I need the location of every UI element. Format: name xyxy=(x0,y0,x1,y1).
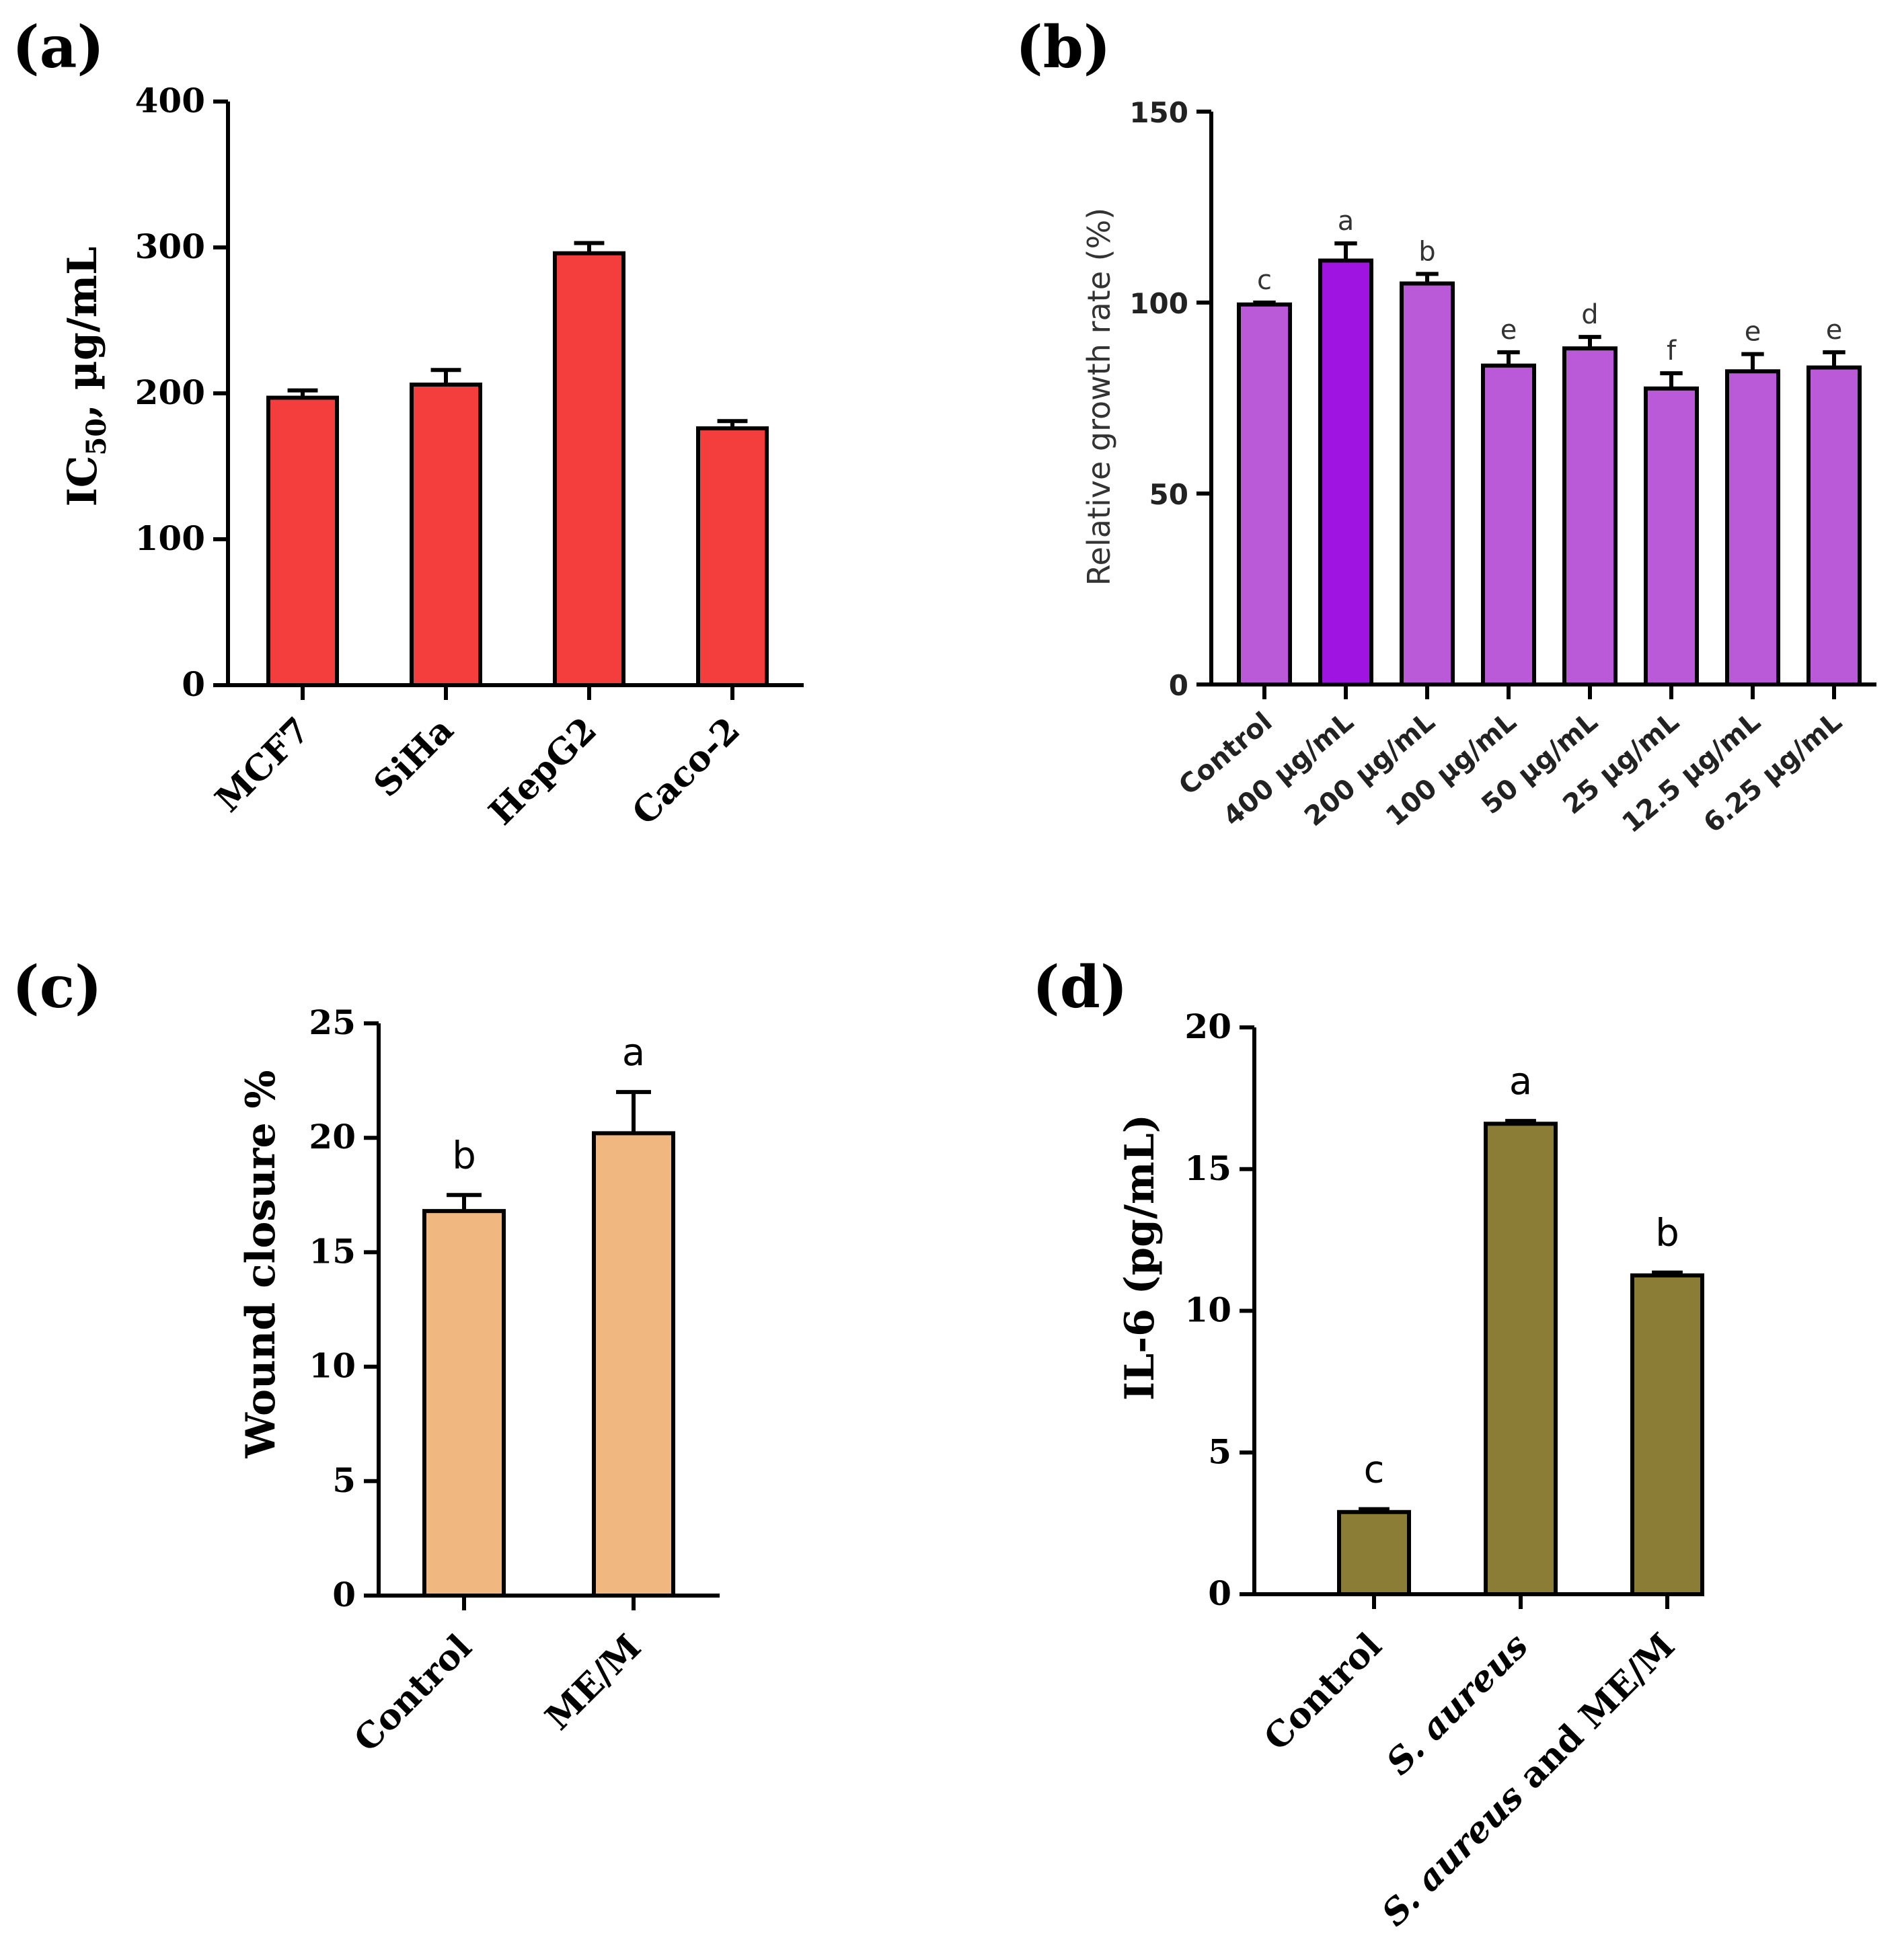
y-ticks-a: 0 100 200 300 400 xyxy=(135,81,228,704)
x-category-label: S. aureus xyxy=(1378,1625,1536,1783)
significance-letter: e xyxy=(1826,315,1843,346)
bar xyxy=(1337,1510,1411,1596)
panel-label-b: (b) xyxy=(1016,13,1111,81)
bar xyxy=(1562,346,1618,687)
bar xyxy=(1725,369,1780,687)
y-axis-label-b: Relative growth rate (%) xyxy=(1081,208,1117,586)
bar xyxy=(1481,363,1536,687)
significance-letter: b xyxy=(1418,236,1435,267)
significance-letter: a xyxy=(1509,1060,1532,1103)
bar xyxy=(1630,1273,1704,1596)
x-category-label: MCF7 xyxy=(207,709,318,820)
x-categories-c: Control ME/M xyxy=(346,1596,649,1760)
bar xyxy=(553,251,625,687)
y-tick-label: 400 xyxy=(135,81,205,120)
bar xyxy=(422,1209,506,1598)
panel-label-a: (a) xyxy=(12,13,104,81)
y-tick-label: 15 xyxy=(309,1231,356,1271)
x-category-label: ME/M xyxy=(537,1626,649,1738)
y-tick-label: 5 xyxy=(332,1460,356,1500)
bar xyxy=(410,382,482,687)
y-tick-label: 100 xyxy=(135,518,205,558)
chart-panel-a: (a) IC50, µg/mL 0 100 200 300 400 MCF7 SiHa He… xyxy=(12,13,804,833)
panel-label-c: (c) xyxy=(12,953,102,1021)
chart-panel-b: (b) Relative growth rate (%) c a b e d f e e 0 5… xyxy=(1016,13,1876,839)
x-category-label: SiHa xyxy=(366,709,461,805)
y-tick-label: 25 xyxy=(309,1003,356,1042)
bar xyxy=(1237,302,1292,687)
bars-a xyxy=(266,241,769,688)
y-axis-label-c: Wound closure % xyxy=(237,1070,284,1458)
bars-c: ba xyxy=(422,1031,675,1598)
y-axis-label-d: IL-6 (pg/mL) xyxy=(1116,1114,1164,1401)
y-tick-label: 150 xyxy=(1129,96,1188,129)
significance-letter: e xyxy=(1745,317,1761,348)
significance-letter: d xyxy=(1581,299,1598,330)
significance-letter: a xyxy=(1338,206,1355,237)
y-tick-label: 10 xyxy=(309,1346,356,1386)
y-ticks-b: 0 50 100 150 xyxy=(1129,96,1211,702)
bar xyxy=(1484,1122,1558,1597)
y-tick-label: 0 xyxy=(1208,1573,1231,1613)
y-axis-label-a: IC50, µg/mL xyxy=(59,247,112,507)
y-tick-label: 50 xyxy=(1149,478,1188,511)
y-tick-label: 20 xyxy=(1184,1007,1231,1046)
significance-letter: b xyxy=(1655,1212,1679,1255)
x-category-label: HepG2 xyxy=(481,709,605,833)
y-tick-label: 100 xyxy=(1129,287,1188,320)
y-ticks-d: 0 5 10 15 20 xyxy=(1184,1007,1254,1613)
y-tick-label: 200 xyxy=(135,373,205,412)
y-tick-label: 5 xyxy=(1208,1432,1231,1471)
y-tick-label: 0 xyxy=(182,664,205,704)
significance-letter: c xyxy=(1257,265,1272,296)
y-tick-label: 10 xyxy=(1184,1290,1231,1330)
bar xyxy=(1806,365,1862,687)
significance-letter: b xyxy=(452,1134,476,1177)
bar xyxy=(1400,281,1455,687)
significance-letter: e xyxy=(1500,315,1517,346)
y-tick-label: 15 xyxy=(1184,1148,1231,1188)
significance-letter: c xyxy=(1364,1448,1385,1492)
bar xyxy=(592,1131,675,1598)
bar xyxy=(1644,386,1699,687)
x-category-label: Caco-2 xyxy=(624,709,748,833)
y-tick-label: 20 xyxy=(309,1117,356,1157)
bars-b: c a b e d f e e xyxy=(1237,206,1862,687)
chart-panel-d: (d) IL-6 (pg/mL) c a b 0 5 10 15 20 ControlS. … xyxy=(1032,953,1704,1934)
y-tick-label: 0 xyxy=(332,1575,356,1614)
x-category-label: 12.5 µg/mL xyxy=(1616,706,1766,839)
bars-d: c a b xyxy=(1337,1060,1704,1597)
x-category-label: Control xyxy=(346,1626,480,1760)
bar xyxy=(266,395,339,687)
y-tick-label: 300 xyxy=(135,227,205,266)
x-category-label: Control xyxy=(1256,1625,1390,1759)
x-categories-a: MCF7 SiHa HepG2 Caco-2 xyxy=(207,685,748,833)
significance-letter: a xyxy=(622,1031,645,1074)
y-tick-label: 0 xyxy=(1169,669,1188,702)
x-category-label: 6.25 µg/mL xyxy=(1698,706,1848,839)
significance-letter: f xyxy=(1667,336,1677,366)
bar xyxy=(1318,258,1373,687)
bar xyxy=(696,426,769,688)
panel-label-d: (d) xyxy=(1032,953,1128,1021)
x-category-label: S. aureus and ME/M xyxy=(1374,1625,1683,1934)
y-ticks-c: 0 5 10 15 20 25 xyxy=(309,1003,379,1614)
